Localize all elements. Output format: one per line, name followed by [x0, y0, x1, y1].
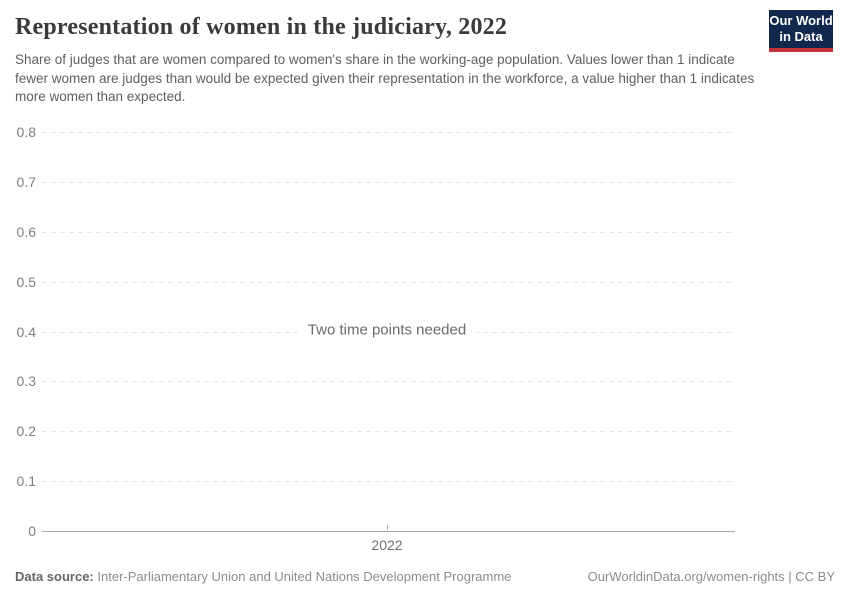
owid-logo[interactable]: Our World in Data	[769, 10, 833, 52]
gridline	[42, 431, 733, 432]
y-axis-tick-label: 0.4	[16, 324, 36, 340]
attribution-separator: |	[784, 569, 796, 584]
y-axis-tick-label: 0	[28, 523, 36, 539]
owid-logo-line2: in Data	[779, 29, 823, 44]
y-axis-tick-label: 0.8	[16, 124, 36, 140]
y-axis-tick-label: 0.3	[16, 373, 36, 389]
gridline	[42, 481, 733, 482]
x-axis-tick-mark	[387, 525, 388, 530]
x-axis-line	[42, 531, 735, 532]
y-axis-tick-label: 0.1	[16, 473, 36, 489]
y-axis-tick-label: 0.5	[16, 274, 36, 290]
gridline	[42, 282, 733, 283]
data-source-line: Data source: Inter-Parliamentary Union a…	[15, 569, 511, 584]
y-axis-tick-label: 0.2	[16, 423, 36, 439]
attribution-url-link[interactable]: OurWorldinData.org/women-rights	[587, 569, 785, 584]
license-link[interactable]: CC BY	[795, 569, 835, 584]
y-axis-tick-label: 0.7	[16, 174, 36, 190]
gridline	[42, 182, 733, 183]
gridline	[42, 232, 733, 233]
x-axis-tick-label: 2022	[371, 537, 403, 553]
data-source-value: Inter-Parliamentary Union and United Nat…	[97, 569, 512, 584]
attribution-line: OurWorldinData.org/women-rights | CC BY	[588, 569, 835, 584]
chart-subtitle: Share of judges that are women compared …	[15, 52, 755, 104]
empty-chart-message: Two time points needed	[297, 318, 477, 342]
owid-logo-line1: Our World	[769, 13, 833, 28]
data-source-label: Data source:	[15, 569, 94, 584]
chart-footer: Data source: Inter-Parliamentary Union a…	[15, 569, 835, 584]
chart-title: Representation of women in the judiciary…	[15, 14, 508, 40]
gridline	[42, 381, 733, 382]
y-axis-tick-label: 0.6	[16, 224, 36, 240]
gridline	[42, 132, 733, 133]
